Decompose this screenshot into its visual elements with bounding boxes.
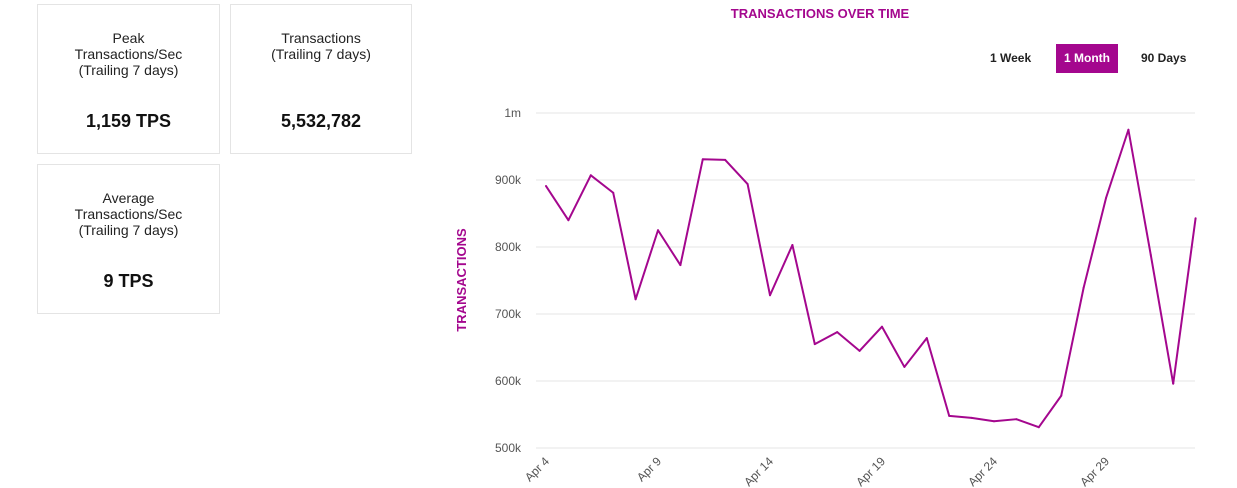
stat-value: 5,532,782	[280, 111, 362, 131]
y-axis-label: TRANSACTIONS	[454, 228, 469, 332]
data-point	[746, 183, 749, 186]
data-point	[612, 191, 615, 194]
data-point	[634, 298, 637, 301]
series-line-transactions	[545, 128, 1197, 429]
data-point	[1015, 418, 1018, 421]
y-tick-label: 700k	[495, 307, 522, 321]
x-tick-label: Apr 9	[634, 454, 664, 484]
data-point	[567, 219, 570, 222]
data-point	[769, 294, 771, 297]
x-tick-label: Apr 29	[1077, 454, 1112, 488]
x-tick-label: Apr 14	[741, 454, 776, 488]
y-tick-label: 800k	[495, 240, 522, 254]
data-point	[589, 174, 592, 177]
chart-title: TRANSACTIONS OVER TIME	[730, 6, 910, 21]
y-tick-label: 900k	[495, 173, 522, 187]
x-tick-label: Apr 4	[522, 454, 552, 484]
data-point	[701, 158, 704, 161]
stat-label: Transactions (Trailing 7 days)	[271, 30, 371, 62]
data-point	[836, 331, 839, 334]
stat-card-transactions: Transactions (Trailing 7 days) 5,532,782	[230, 4, 412, 154]
y-tick-label: 600k	[495, 374, 522, 388]
data-point	[970, 416, 973, 419]
data-point	[903, 365, 906, 368]
data-point	[1194, 217, 1197, 220]
stat-card-average-tps: Average Transactions/Sec (Trailing 7 day…	[37, 164, 220, 314]
data-point	[791, 243, 794, 246]
y-tick-label: 500k	[495, 441, 522, 455]
data-point	[724, 158, 727, 161]
range-1-week-button[interactable]: 1 Week	[990, 51, 1032, 65]
data-point	[881, 325, 883, 328]
y-tick-label: 1m	[504, 106, 521, 120]
data-point	[1127, 128, 1130, 131]
data-point	[545, 185, 547, 188]
data-point	[925, 337, 928, 340]
x-tick-label: Apr 24	[965, 454, 1000, 488]
data-point	[679, 264, 682, 267]
x-tick-label: Apr 19	[853, 454, 888, 488]
stat-value: 9 TPS	[103, 271, 154, 291]
data-point	[1105, 197, 1107, 200]
data-point	[948, 414, 951, 417]
data-point	[813, 343, 816, 346]
data-point	[1149, 254, 1152, 257]
stat-value: 1,159 TPS	[85, 111, 172, 131]
data-point	[1082, 286, 1085, 289]
stat-label: Average Transactions/Sec (Trailing 7 day…	[74, 190, 183, 238]
range-90-days-button[interactable]: 90 Days	[1141, 51, 1187, 65]
data-point	[993, 420, 995, 423]
data-point	[1172, 382, 1175, 385]
range-1-month-button[interactable]: 1 Month	[1056, 44, 1118, 73]
data-point	[858, 349, 861, 352]
data-point	[657, 229, 659, 232]
stat-label: Peak Transactions/Sec (Trailing 7 days)	[74, 30, 183, 78]
stat-card-peak-tps: Peak Transactions/Sec (Trailing 7 days) …	[37, 4, 220, 154]
data-point	[1037, 426, 1040, 429]
data-point	[1060, 394, 1063, 397]
